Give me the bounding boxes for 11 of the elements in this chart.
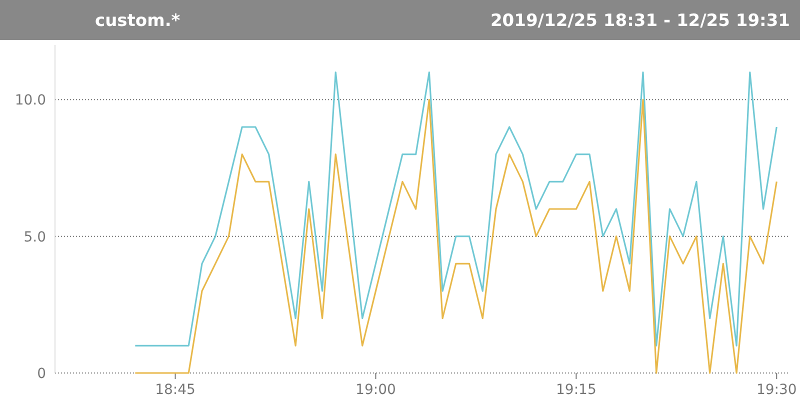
x-tick-label: 19:30 (756, 382, 797, 398)
line-series (134, 72, 778, 346)
line-series (134, 98, 778, 374)
y-tick-label: 10.0 (14, 92, 46, 109)
chart-subtitle: 2019/12/25 18:31 - 12/25 19:31 (490, 11, 790, 31)
x-tick-label: 19:00 (356, 382, 396, 398)
x-tick-label: 19:15 (556, 382, 596, 398)
y-tick-label: 5.0 (24, 229, 46, 246)
x-tick-label: 18:45 (155, 382, 196, 398)
chart-title: custom.* (95, 11, 180, 31)
y-tick-label: 0 (37, 366, 46, 382)
